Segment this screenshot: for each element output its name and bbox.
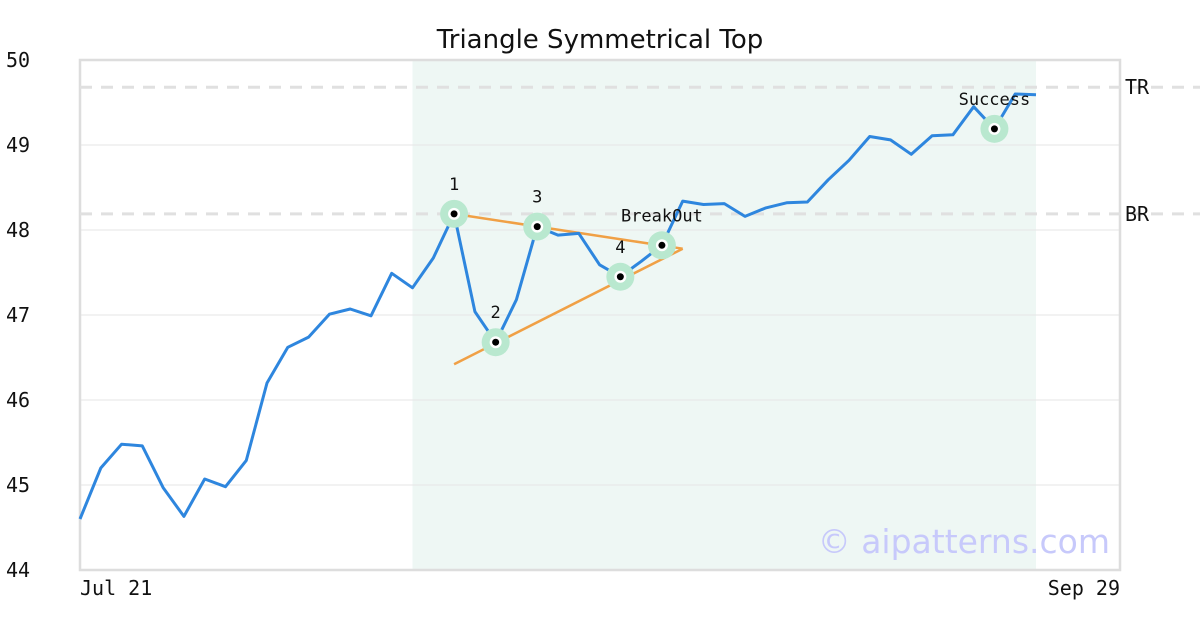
y-tick-label: 46 [6,388,30,412]
y-tick-label: 49 [6,133,30,157]
marker-label: 3 [532,188,542,208]
x-tick-label: Jul 21 [80,576,152,600]
reference-label-br: BR [1125,202,1150,226]
y-tick-label: 50 [6,48,30,72]
trendline-upper [453,212,683,250]
y-tick-label: 45 [6,473,30,497]
marker-label: Success [959,90,1031,110]
marker-dot [658,241,666,249]
marker-dot [616,273,624,281]
price-line [78,92,1037,520]
marker-dot [492,338,500,346]
marker-label: 1 [449,175,459,195]
marker-dot [990,125,998,133]
chart-title: Triangle Symmetrical Top [436,25,764,55]
marker-label: 4 [615,238,625,258]
x-tick-label: Sep 29 [1048,576,1120,600]
marker-dot [533,223,541,231]
marker-label: BreakOut [621,206,703,226]
marker-dot [450,210,458,218]
plot-frame [78,58,1122,572]
y-tick-label: 48 [6,218,30,242]
y-tick-label: 47 [6,303,30,327]
y-tick-label: 44 [6,558,30,582]
reference-label-tr: TR [1125,75,1150,99]
marker-label: 2 [491,303,501,323]
watermark: © aipatterns.com [818,522,1110,561]
